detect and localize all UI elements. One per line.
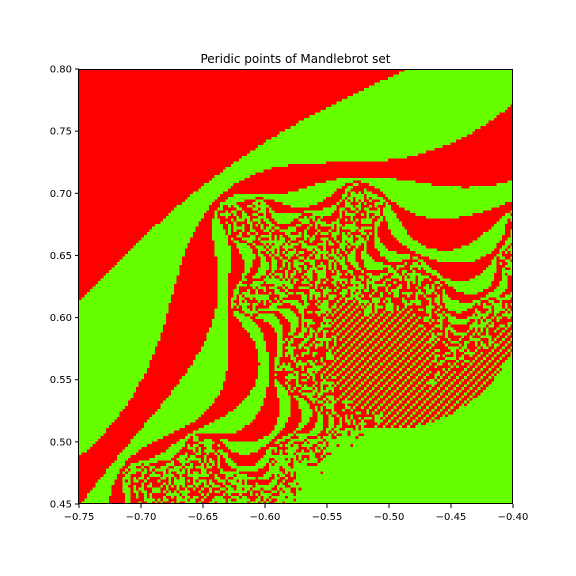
y-tick-label: 0.50 <box>50 437 72 448</box>
x-tick-label: −0.65 <box>188 512 219 523</box>
x-tick-label: −0.40 <box>498 512 529 523</box>
chart-title: Peridic points of Mandlebrot set <box>200 52 390 66</box>
x-tick-label: −0.60 <box>250 512 281 523</box>
y-tick-label: 0.65 <box>50 251 72 262</box>
heatmap-image <box>79 69 513 504</box>
y-tick-label: 0.60 <box>50 313 72 324</box>
y-tick-label: 0.45 <box>50 500 72 511</box>
axes-frame <box>78 69 513 504</box>
y-tick-label: 0.70 <box>50 189 72 200</box>
y-tick-label: 0.75 <box>50 127 72 138</box>
x-tick-label: −0.50 <box>374 512 405 523</box>
plot-area <box>79 69 513 504</box>
y-tick-label: 0.80 <box>50 65 72 76</box>
y-tick-label: 0.55 <box>50 375 72 386</box>
x-tick-label: −0.70 <box>126 512 157 523</box>
y-axis: 0.45 0.50 0.55 0.60 0.65 0.70 0.75 0.80 <box>50 65 79 511</box>
x-tick-label: −0.75 <box>64 512 95 523</box>
x-tick-label: −0.45 <box>436 512 467 523</box>
x-axis: −0.75 −0.70 −0.65 −0.60 −0.55 −0.50 −0.45 −0.40 <box>64 504 529 523</box>
x-tick-label: −0.55 <box>312 512 343 523</box>
